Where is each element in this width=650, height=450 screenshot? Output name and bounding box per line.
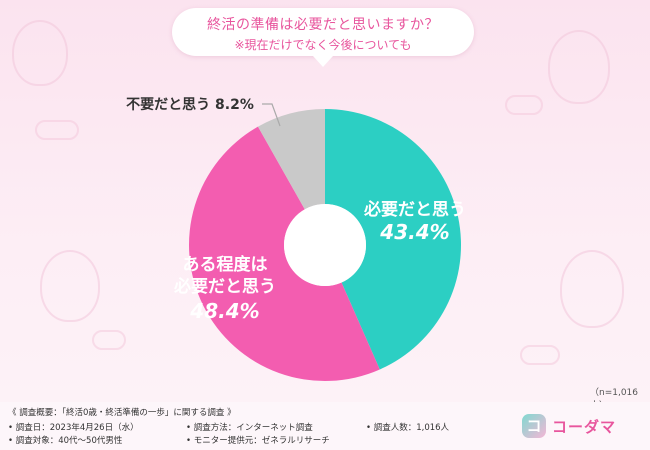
- cloud-decoration: [520, 345, 560, 365]
- survey-overview: 《 調査概要：「終活0歳・終活準備の一歩」に関する調査 》: [8, 408, 236, 418]
- balloon-decoration: [40, 250, 100, 322]
- survey-target: • 調査対象：40代〜50代男性: [8, 436, 123, 446]
- cloud-decoration: [35, 120, 79, 140]
- survey-method: • 調査方法：インターネット調査: [186, 423, 313, 433]
- survey-date: • 調査日：2023年4月26日（水）: [8, 423, 139, 433]
- chart-title: 終活の準備は必要だと思いますか？: [207, 17, 439, 33]
- logo-mark-icon: コ: [522, 414, 546, 438]
- slice-value-label: 48.4%: [189, 299, 259, 323]
- slice-label: ある程度は: [183, 254, 268, 275]
- label-leader-line: [262, 103, 281, 127]
- logo-text: コーダマ: [552, 418, 617, 436]
- slice-label: 必要だと思う: [363, 199, 466, 220]
- balloon-decoration: [12, 20, 68, 86]
- title-bubble: 終活の準備は必要だと思いますか？ ※現在だけでなく今後についても: [172, 8, 474, 67]
- balloon-decoration: [560, 250, 624, 328]
- pie-slice: [189, 126, 380, 381]
- balloon-decoration: [548, 30, 610, 104]
- slice-label: 不要だと思う 8.2%: [126, 97, 254, 113]
- pie-slice: [325, 109, 461, 370]
- brand-logo: コ コーダマ: [522, 414, 642, 440]
- donut-hole: [284, 204, 366, 286]
- survey-provider: • モニター提供元：ゼネラルリサーチ: [186, 436, 330, 446]
- chart-subtitle: ※現在だけでなく今後についても: [234, 38, 412, 52]
- slice-label: 必要だと思う: [173, 276, 276, 297]
- pie-slice: [257, 109, 325, 210]
- slice-value-label: 43.4%: [379, 220, 449, 244]
- cloud-decoration: [505, 95, 543, 115]
- survey-count: • 調査人数：1,016人: [366, 423, 450, 433]
- cloud-decoration: [92, 330, 126, 350]
- survey-footer: 《 調査概要：「終活0歳・終活準備の一歩」に関する調査 》 • 調査日：2023…: [0, 402, 650, 450]
